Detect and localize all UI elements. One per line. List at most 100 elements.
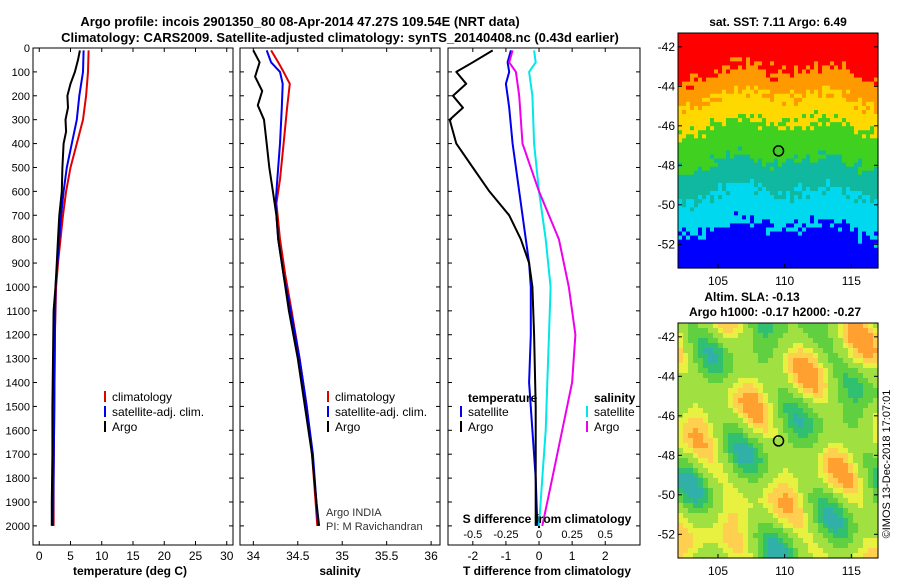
map-cell xyxy=(858,138,863,143)
map-cell xyxy=(718,508,724,514)
map-cell xyxy=(726,174,731,180)
map-cell xyxy=(828,503,834,509)
map-cell xyxy=(748,493,754,499)
map-cell xyxy=(742,166,747,172)
map-cell xyxy=(733,408,739,414)
map-cell xyxy=(846,166,851,172)
map-cell xyxy=(762,122,767,127)
map-cell xyxy=(790,178,795,184)
map-cell xyxy=(706,162,711,168)
map-cell xyxy=(862,81,867,87)
map-cell xyxy=(822,85,827,91)
map-cell xyxy=(798,251,803,257)
map-cell xyxy=(738,508,744,514)
map-cell xyxy=(814,166,819,172)
map-cell xyxy=(806,109,811,115)
map-cell xyxy=(690,89,695,95)
map-cell xyxy=(738,543,744,549)
map-cell xyxy=(694,259,699,265)
map-cell xyxy=(728,368,734,374)
map-cell xyxy=(728,528,734,534)
map-cell xyxy=(798,69,803,75)
map-cell xyxy=(798,89,803,95)
map-cell xyxy=(818,182,823,188)
map-cell xyxy=(858,134,863,139)
map-cell xyxy=(870,93,875,99)
map-cell xyxy=(708,448,714,454)
map-cell xyxy=(698,503,704,509)
map-cell xyxy=(808,453,814,459)
map-cell xyxy=(842,49,847,54)
map-cell xyxy=(718,343,724,349)
map-cell xyxy=(838,227,843,233)
map-cell xyxy=(742,69,747,75)
map-cell xyxy=(858,383,864,389)
map-cell xyxy=(858,353,864,359)
map-cell xyxy=(702,150,707,156)
map-cell xyxy=(728,533,734,539)
map-cell xyxy=(778,488,784,494)
map-cell xyxy=(798,199,803,204)
map-cell xyxy=(678,239,683,245)
map-cell xyxy=(846,37,851,42)
map-cell xyxy=(842,195,847,200)
map-cell xyxy=(728,393,734,399)
map-cell xyxy=(830,93,835,99)
map-cell xyxy=(714,158,719,164)
map-cell xyxy=(693,358,699,364)
map-cell xyxy=(818,203,823,208)
map-cell xyxy=(678,473,684,479)
map-cell xyxy=(708,403,714,409)
map-cell xyxy=(774,231,779,237)
map-cell xyxy=(750,263,755,269)
map-cell xyxy=(690,81,695,87)
map-cell xyxy=(738,548,744,554)
map-cell xyxy=(833,398,839,404)
map-cell xyxy=(853,533,859,539)
map-cell xyxy=(826,195,831,200)
map-cell xyxy=(806,126,811,131)
map-cell xyxy=(803,538,809,544)
map-cell xyxy=(734,178,739,184)
map-cell xyxy=(778,473,784,479)
map-cell xyxy=(870,33,875,38)
map-cell xyxy=(794,93,799,99)
map-cell xyxy=(806,53,811,58)
map-cell xyxy=(694,142,699,148)
map-cell xyxy=(698,408,704,414)
map-cell xyxy=(706,166,711,172)
map-cell xyxy=(718,373,724,379)
map-cell xyxy=(870,259,875,265)
map-cell xyxy=(686,122,691,127)
map-cell xyxy=(790,69,795,75)
map-cell xyxy=(714,247,719,253)
map-cell xyxy=(813,403,819,409)
map-cell xyxy=(698,468,704,474)
map-cell xyxy=(823,448,829,454)
map-cell xyxy=(822,154,827,160)
map-cell xyxy=(838,154,843,160)
map-cell xyxy=(843,348,849,354)
map-cell xyxy=(842,247,847,253)
map-cell xyxy=(738,41,743,46)
map-cell xyxy=(802,109,807,115)
map-cell xyxy=(778,513,784,519)
map-cell xyxy=(842,101,847,107)
map-cell xyxy=(863,508,869,514)
map-cell xyxy=(828,368,834,374)
map-cell xyxy=(793,333,799,339)
map-cell xyxy=(773,458,779,464)
map-cell xyxy=(734,235,739,241)
map-cell xyxy=(706,263,711,269)
map-cell xyxy=(758,142,763,148)
map-cell xyxy=(758,211,763,216)
map-cell xyxy=(866,223,871,229)
map-cell xyxy=(858,89,863,95)
map-cell xyxy=(738,49,743,54)
map-cell xyxy=(718,81,723,87)
map-cell xyxy=(834,170,839,176)
map-cell xyxy=(838,259,843,265)
map-cell xyxy=(798,170,803,176)
map-cell xyxy=(758,453,764,459)
map-cell xyxy=(828,538,834,544)
